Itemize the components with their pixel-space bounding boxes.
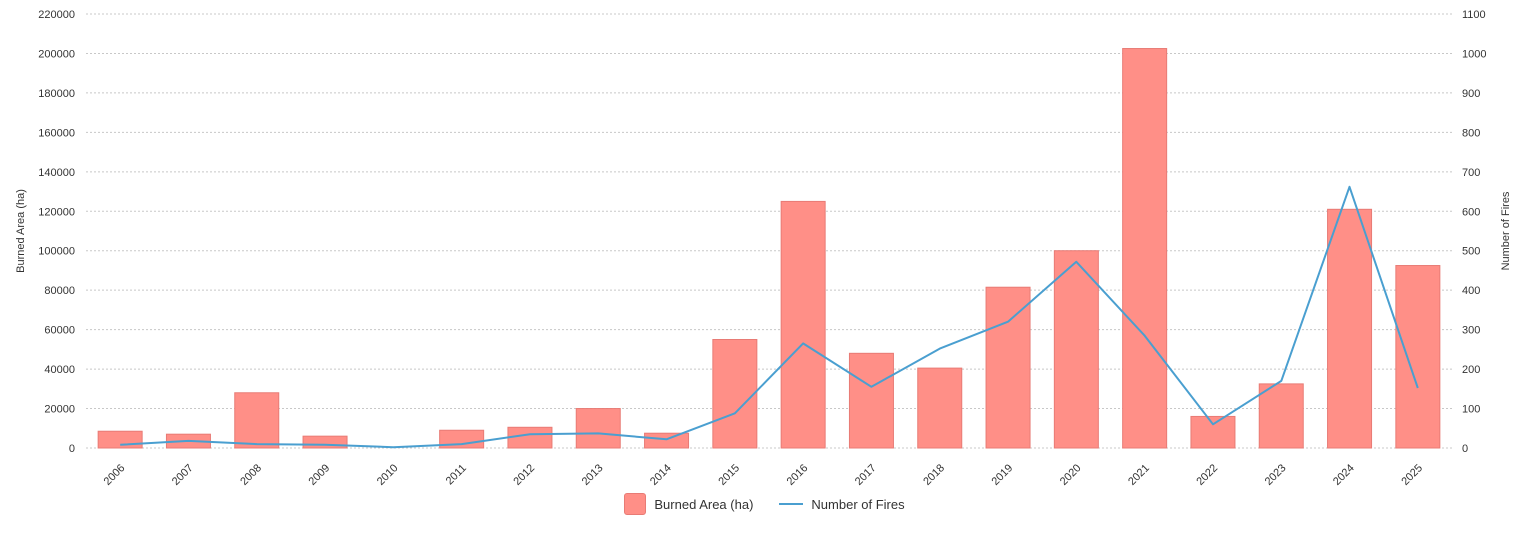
line-layer — [118, 184, 1420, 450]
grid-layer — [86, 13, 1452, 449]
y-left-tick-label: 140000 — [38, 167, 75, 179]
fires-point-2008[interactable] — [254, 442, 259, 447]
fires-point-2022[interactable] — [1210, 422, 1215, 427]
x-tick-label: 2009 — [307, 462, 333, 488]
chart-legend: Burned Area (ha) Number of Fires — [0, 488, 1529, 520]
y-right-tick-label: 300 — [1462, 325, 1480, 337]
fires-point-2006[interactable] — [118, 442, 123, 447]
bar-2012[interactable] — [507, 426, 553, 449]
y-right-tick-label: 100 — [1462, 404, 1480, 416]
y-left-tick-label: 120000 — [38, 206, 75, 218]
fires-point-2012[interactable] — [527, 432, 532, 437]
y-left-tick-label: 0 — [69, 443, 75, 455]
y-right-tick-label: 600 — [1462, 206, 1480, 218]
y-left-tick-label: 180000 — [38, 88, 75, 100]
x-tick-label: 2006 — [102, 462, 128, 488]
x-tick-label: 2023 — [1263, 462, 1289, 488]
x-tick-label: 2008 — [238, 462, 264, 488]
x-tick-label: 2018 — [921, 462, 947, 488]
x-tick-label: 2022 — [1194, 462, 1220, 488]
y-axis-left-title: Burned Area (ha) — [15, 189, 27, 273]
bar-2008[interactable] — [234, 392, 280, 449]
y-left-tick-label: 160000 — [38, 127, 75, 139]
y-left-tick-label: 200000 — [38, 48, 75, 60]
y-left-tick-label: 80000 — [44, 285, 75, 297]
bar-2024[interactable] — [1327, 208, 1373, 449]
bar-2013[interactable] — [575, 408, 621, 449]
bar-2020[interactable] — [1053, 250, 1099, 449]
fires-point-2020[interactable] — [1074, 259, 1079, 264]
fires-point-2007[interactable] — [186, 438, 191, 443]
right-axis-ticks: 0 100 200 300 400 500 600 700 800 900 1000 1100 — [1462, 9, 1486, 455]
y-left-tick-label: 20000 — [44, 404, 75, 416]
fires-point-2015[interactable] — [732, 411, 737, 416]
x-axis-ticks: 2006 2007 2008 2009 2010 2011 2012 2013 2014 2015… — [102, 462, 1425, 488]
x-tick-label: 2015 — [716, 462, 742, 488]
fires-point-2009[interactable] — [323, 442, 328, 447]
fires-point-2019[interactable] — [1006, 319, 1011, 324]
x-tick-label: 2012 — [511, 462, 537, 488]
bar-2018[interactable] — [917, 367, 963, 449]
bar-2014[interactable] — [644, 432, 690, 449]
bar-2021[interactable] — [1122, 48, 1168, 449]
fires-point-2025[interactable] — [1415, 386, 1420, 391]
bar-2017[interactable] — [848, 352, 894, 449]
x-tick-label: 2024 — [1331, 462, 1357, 488]
x-tick-label: 2011 — [444, 462, 469, 487]
fires-point-2010[interactable] — [391, 445, 396, 450]
x-tick-label: 2013 — [580, 462, 606, 488]
x-tick-label: 2021 — [1126, 462, 1152, 488]
left-axis-ticks: 0 20000 40000 60000 80000 100000 120000 140000 1… — [38, 9, 75, 455]
bars-layer — [97, 48, 1441, 449]
y-left-tick-label: 220000 — [38, 9, 75, 21]
bar-2019[interactable] — [985, 286, 1031, 449]
fires-point-2013[interactable] — [596, 431, 601, 436]
y-right-tick-label: 200 — [1462, 364, 1480, 376]
legend-item-number-of-fires[interactable]: Number of Fires — [779, 496, 905, 512]
bar-2023[interactable] — [1258, 383, 1304, 449]
fires-point-2011[interactable] — [459, 442, 464, 447]
legend-label-number-of-fires: Number of Fires — [811, 496, 905, 512]
y-right-tick-label: 1100 — [1462, 9, 1486, 21]
x-tick-label: 2019 — [990, 462, 1016, 488]
legend-label-burned-area: Burned Area (ha) — [654, 496, 754, 512]
fires-line[interactable] — [120, 185, 1419, 449]
fires-point-2016[interactable] — [801, 341, 806, 346]
y-right-tick-label: 700 — [1462, 167, 1480, 179]
x-tick-label: 2020 — [1058, 462, 1084, 488]
legend-item-burned-area[interactable]: Burned Area (ha) — [624, 493, 753, 515]
x-tick-label: 2010 — [375, 462, 401, 488]
y-left-tick-label: 100000 — [38, 246, 75, 258]
fires-point-2021[interactable] — [1142, 333, 1147, 338]
x-tick-label: 2007 — [170, 462, 196, 488]
legend-line-swatch — [779, 503, 804, 505]
fires-point-2014[interactable] — [664, 437, 669, 442]
y-left-tick-label: 40000 — [44, 364, 75, 376]
fires-point-2018[interactable] — [937, 346, 942, 351]
y-axis-right-title: Number of Fires — [1500, 191, 1512, 270]
bar-2016[interactable] — [780, 200, 826, 449]
y-right-tick-label: 900 — [1462, 88, 1480, 100]
bar-2009[interactable] — [302, 435, 348, 449]
x-tick-label: 2014 — [648, 462, 674, 488]
fires-point-2024[interactable] — [1347, 184, 1352, 189]
x-tick-label: 2017 — [853, 462, 879, 488]
bar-2015[interactable] — [712, 339, 758, 449]
x-tick-label: 2016 — [785, 462, 811, 488]
x-tick-label: 2025 — [1399, 462, 1425, 488]
bar-2022[interactable] — [1190, 415, 1236, 449]
y-right-tick-label: 500 — [1462, 246, 1480, 258]
y-left-tick-label: 60000 — [44, 325, 75, 337]
y-right-tick-label: 400 — [1462, 285, 1480, 297]
legend-bar-swatch — [624, 493, 647, 515]
y-right-tick-label: 1000 — [1462, 48, 1486, 60]
fires-point-2023[interactable] — [1279, 378, 1284, 383]
y-right-tick-label: 0 — [1462, 443, 1468, 455]
bar-2011[interactable] — [439, 429, 485, 449]
y-right-tick-label: 800 — [1462, 127, 1480, 139]
fires-point-2017[interactable] — [869, 384, 874, 389]
bar-2025[interactable] — [1395, 265, 1441, 449]
